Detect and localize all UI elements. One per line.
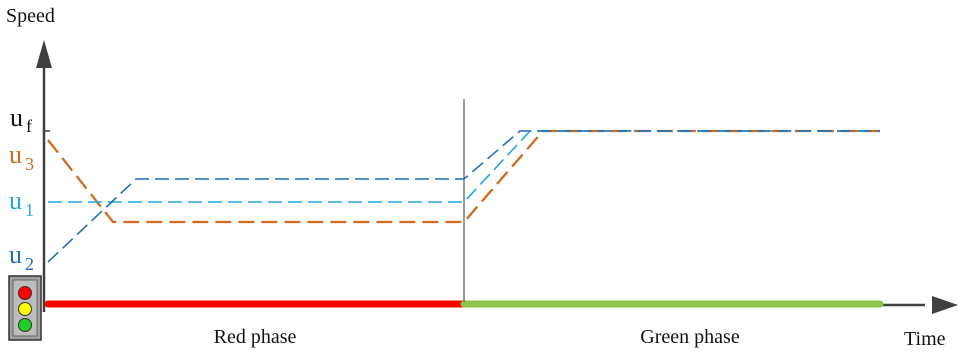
red-lamp bbox=[18, 286, 32, 300]
green-phase-label: Green phase bbox=[640, 326, 740, 348]
x-axis-arrow bbox=[932, 296, 958, 314]
y-tick-label-uf: u f bbox=[10, 103, 32, 136]
uf-label-base: u bbox=[10, 103, 23, 132]
u3-label-sub: 3 bbox=[25, 154, 34, 174]
u3-label-base: u bbox=[9, 140, 22, 169]
y-axis-label: Speed bbox=[6, 5, 55, 27]
traffic-light-icon bbox=[8, 275, 42, 341]
y-axis-arrow bbox=[36, 40, 52, 68]
red-phase-label: Red phase bbox=[214, 326, 297, 348]
x-axis-label: Time bbox=[904, 328, 946, 350]
y-tick-label-u2: u 2 bbox=[9, 240, 34, 274]
uf-label-sub: f bbox=[26, 116, 32, 136]
green-lamp bbox=[18, 318, 32, 332]
y-tick-label-u3: u 3 bbox=[9, 140, 34, 174]
u1-label-base: u bbox=[9, 186, 22, 215]
y-tick-label-u1: u 1 bbox=[9, 186, 34, 220]
vehicle-3-speed-line bbox=[47, 129, 880, 224]
vehicle-2-speed-line bbox=[47, 130, 880, 263]
u2-label-sub: 2 bbox=[25, 254, 34, 274]
yellow-lamp bbox=[18, 302, 32, 316]
u2-label-base: u bbox=[9, 240, 22, 269]
u1-label-sub: 1 bbox=[25, 200, 34, 220]
